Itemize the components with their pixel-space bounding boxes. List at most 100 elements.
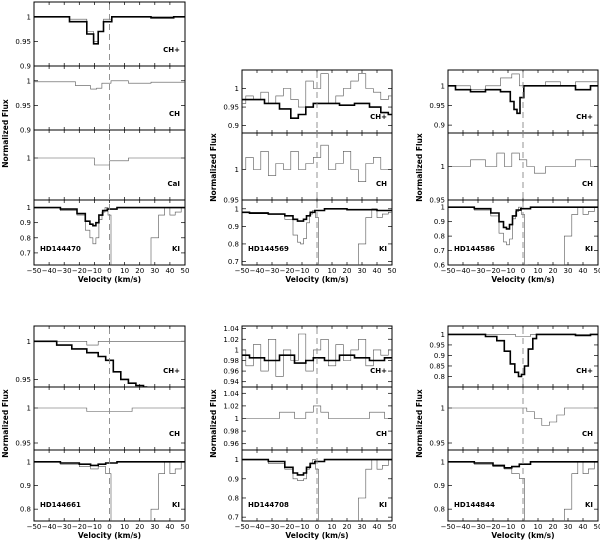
y-tick-label: 0.9 xyxy=(20,219,31,227)
x-tick-label: 10 xyxy=(120,523,129,531)
species-label: KI xyxy=(379,501,387,509)
y-tick-label: 0.96 xyxy=(223,440,239,448)
x-tick-label: −50 xyxy=(27,523,42,531)
star-name-label: HD144661 xyxy=(40,501,81,509)
y-tick-label: 0.95 xyxy=(223,104,239,112)
species-label: CH+ xyxy=(576,367,593,375)
x-tick-label: 50 xyxy=(594,523,600,531)
series-line-thin xyxy=(448,407,598,426)
x-tick-label: 50 xyxy=(388,523,397,531)
y-tick-label: 0.98 xyxy=(223,357,239,365)
species-label: CH+ xyxy=(163,46,180,54)
series-line-thin xyxy=(34,207,185,265)
x-tick-label: −20 xyxy=(486,267,501,275)
x-tick-label: 0 xyxy=(107,267,111,275)
x-tick-label: 0 xyxy=(521,267,525,275)
x-tick-label: −20 xyxy=(72,267,87,275)
x-axis-label: Velocity (km/s) xyxy=(491,531,554,540)
y-tick-label: 0.9 xyxy=(228,122,239,130)
y-tick-label: 0.9 xyxy=(228,475,239,483)
x-tick-label: 50 xyxy=(594,267,600,275)
x-tick-label: 20 xyxy=(135,523,144,531)
y-tick-label: 0.8 xyxy=(228,494,239,502)
species-label: CH xyxy=(582,430,593,438)
y-axis-label: Normalized Flux xyxy=(1,389,10,458)
y-tick-label: 0.8 xyxy=(434,233,445,241)
star-group-hd144569: 0.90.951CH+0.951CH0.70.80.91KIHD144569−5… xyxy=(209,69,396,284)
series-line-thin xyxy=(242,144,392,182)
y-tick-label: 0.9 xyxy=(20,63,31,71)
x-tick-label: −40 xyxy=(42,267,57,275)
species-label: CH xyxy=(169,110,180,118)
star-name-label: HD144470 xyxy=(40,245,81,253)
x-tick-label: −30 xyxy=(471,267,486,275)
y-tick-label: 1 xyxy=(235,85,239,93)
panel-ch-plus: 0.9 0.95 1 CH+ xyxy=(429,69,599,134)
panel-frame xyxy=(33,325,186,388)
series-line-thick xyxy=(242,458,392,476)
x-tick-label: −20 xyxy=(280,267,295,275)
x-tick-label: 30 xyxy=(358,523,367,531)
y-tick-label: 0.9 xyxy=(434,482,445,490)
x-tick-label: −50 xyxy=(235,523,250,531)
y-tick-label: 1 xyxy=(27,338,31,346)
x-tick-label: 40 xyxy=(165,523,174,531)
x-tick-label: 10 xyxy=(534,523,543,531)
y-tick-label: 0.6 xyxy=(434,262,446,270)
species-label: CaI xyxy=(168,180,180,188)
y-tick-label: 0.8 xyxy=(434,506,445,514)
star-group-hd144661: 0.95 1 CH+ 0.95 1 CH 0.8 0.9 1 KI HD144661 −50 −40 −3… xyxy=(1,325,189,540)
x-tick-label: −40 xyxy=(250,267,265,275)
species-label: CH xyxy=(376,430,387,438)
panel-ch-plus: 0.9 0.95 1 CH+ xyxy=(15,1,186,71)
x-tick-label: −10 xyxy=(295,267,310,275)
panel-ch: 0.9 0.95 1 CH xyxy=(15,65,186,135)
series-line-thick xyxy=(242,98,392,119)
y-tick-label: 0.9 xyxy=(434,122,445,130)
y-tick-label: 1.04 xyxy=(223,390,239,398)
x-tick-label: −10 xyxy=(295,523,310,531)
x-tick-label: −50 xyxy=(27,267,42,275)
series-line-thin xyxy=(242,405,392,419)
star-name-label: HD144586 xyxy=(454,245,495,253)
x-tick-label: −10 xyxy=(501,267,516,275)
panel-ch: 0.96 0.98 1 1.02 1.04 CH xyxy=(223,386,393,451)
y-tick-label: 1 xyxy=(235,166,239,174)
x-tick-label: −30 xyxy=(57,267,72,275)
y-tick-label: 0.95 xyxy=(15,440,31,448)
x-tick-label: −40 xyxy=(250,523,265,531)
panel-ki: 0.8 0.9 1 KI HD144661 xyxy=(20,449,186,522)
x-tick-label: −20 xyxy=(486,523,501,531)
series-line-thick xyxy=(448,206,598,230)
x-tick-label: −30 xyxy=(265,267,280,275)
x-tick-label: 20 xyxy=(343,523,352,531)
series-line-thick xyxy=(242,208,392,222)
x-tick-label: 40 xyxy=(579,523,588,531)
y-tick-label: 0.96 xyxy=(223,368,239,376)
y-tick-label: 1 xyxy=(441,82,445,90)
series-line-thick xyxy=(34,16,185,45)
series-line-thin xyxy=(242,459,392,521)
species-label: CH+ xyxy=(370,367,387,375)
y-tick-label: 1 xyxy=(27,13,31,21)
star-name-label: HD144569 xyxy=(248,245,289,253)
x-tick-label: −10 xyxy=(87,267,102,275)
panel-ki: 0.8 0.9 1 KI HD144844 xyxy=(434,449,599,522)
panel-ch: 0.95 1 CH xyxy=(429,386,599,451)
panel-frame xyxy=(241,325,393,388)
species-label: KI xyxy=(172,245,180,253)
panel-ki: 0.7 0.8 0.9 1 KI HD144470 xyxy=(20,199,186,266)
species-label: KI xyxy=(379,245,387,253)
series-line-thin xyxy=(34,157,185,166)
x-tick-label: −30 xyxy=(471,523,486,531)
x-tick-label: 20 xyxy=(343,267,352,275)
star-group-hd144586: 0.90.951CH+0.951CH0.60.70.80.91KIHD14458… xyxy=(415,69,600,284)
x-tick-label: 30 xyxy=(564,267,573,275)
star-name-label: HD144708 xyxy=(248,501,289,509)
star-group-hd144844: 0.8 0.85 0.9 0.95 1 CH+ 0.95 1 CH 0.8 0.9 1 KI HD1448… xyxy=(415,325,600,540)
x-tick-label: 0 xyxy=(107,523,111,531)
y-tick-label: 0.95 xyxy=(15,102,31,110)
y-axis-label: Normalized Flux xyxy=(415,389,424,458)
panel-ch: 0.95 1 CH xyxy=(15,386,186,451)
